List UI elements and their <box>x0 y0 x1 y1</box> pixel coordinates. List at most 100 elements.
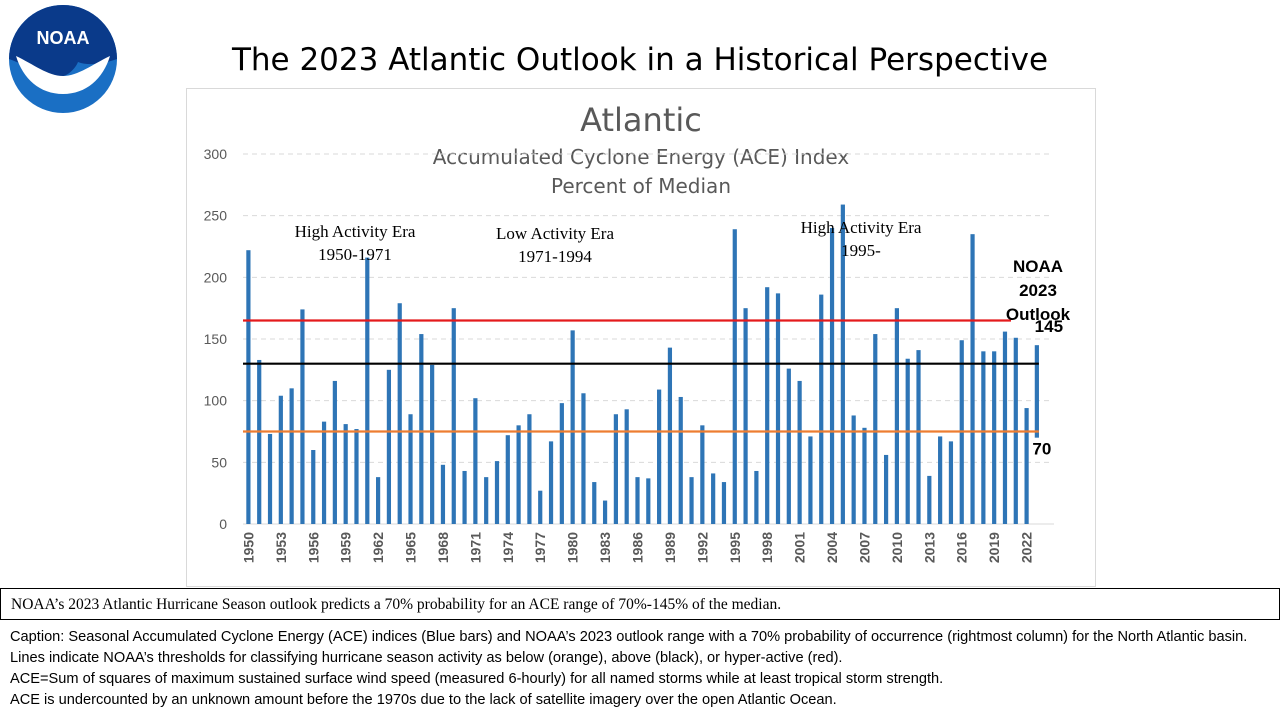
ace-bar <box>700 425 705 524</box>
ace-bar <box>527 414 532 524</box>
ace-bar <box>992 351 997 524</box>
era-label-3-line1: High Activity Era <box>801 218 922 237</box>
ace-bar <box>257 359 262 524</box>
ace-bar <box>408 414 413 524</box>
ace-bar <box>635 477 640 524</box>
outlook-label-line3: Outlook <box>1006 305 1071 324</box>
ace-bar <box>927 475 932 524</box>
chart-frame: Atlantic Accumulated Cyclone Energy (ACE… <box>186 88 1096 587</box>
era-label-2-line1: Low Activity Era <box>496 224 614 243</box>
ace-bar <box>397 303 402 524</box>
ace-bar <box>365 257 370 524</box>
era-label-1-line1: High Activity Era <box>295 222 416 241</box>
x-tick-label: 1980 <box>565 532 581 563</box>
ace-bar <box>624 409 629 524</box>
chart-subtitle-2: Percent of Median <box>551 174 731 198</box>
x-tick-label: 1992 <box>694 532 710 563</box>
y-tick-label: 200 <box>204 269 228 285</box>
ace-bar <box>894 308 899 524</box>
slide-title: The 2023 Atlantic Outlook in a Historica… <box>231 42 1049 78</box>
ace-bar <box>1024 408 1029 524</box>
ace-bar <box>775 293 781 524</box>
caption: Caption: Seasonal Accumulated Cyclone En… <box>10 627 1272 711</box>
x-tick-label: 1986 <box>630 532 646 563</box>
ace-bar <box>289 388 294 524</box>
ace-bar <box>613 414 618 524</box>
ace-chart: Atlantic Accumulated Cyclone Energy (ACE… <box>204 101 1071 563</box>
ace-bar <box>592 482 597 524</box>
x-tick-label: 1971 <box>467 532 483 563</box>
outlook-low-label: 70 <box>1032 440 1051 459</box>
era-label-1-line2: 1950-1971 <box>318 245 392 264</box>
ace-bar <box>721 482 727 524</box>
ace-bar <box>462 470 467 524</box>
ace-bar <box>354 429 359 524</box>
y-tick-label: 150 <box>204 331 228 347</box>
caption-line-1: Caption: Seasonal Accumulated Cyclone En… <box>10 629 1248 666</box>
ace-bar <box>851 415 856 524</box>
caption-line-3: ACE is undercounted by an unknown amount… <box>10 692 837 708</box>
x-tick-label: 1995 <box>727 532 743 563</box>
outlook-label-line1: NOAA <box>1013 257 1063 276</box>
ace-bar <box>948 441 954 524</box>
ace-bar <box>689 477 694 524</box>
ace-bar <box>559 403 564 524</box>
ace-bar <box>873 334 878 524</box>
x-tick-label: 2019 <box>986 532 1002 563</box>
ace-bar <box>538 490 543 524</box>
x-tick-label: 1989 <box>662 532 678 563</box>
ace-bar <box>916 350 921 524</box>
ace-bar <box>786 368 791 524</box>
ace-bar <box>981 351 986 524</box>
ace-bar <box>1002 331 1008 524</box>
x-tick-label: 1977 <box>532 532 548 563</box>
ace-bar <box>440 464 446 524</box>
chart-subtitle-1: Accumulated Cyclone Energy (ACE) Index <box>433 145 850 169</box>
x-tick-label: 1968 <box>435 532 451 563</box>
ace-bar <box>765 287 770 524</box>
ace-bar <box>711 473 716 524</box>
ace-bar <box>484 477 489 524</box>
x-tick-label: 1950 <box>240 532 256 563</box>
ace-bar <box>667 347 673 524</box>
x-tick-label: 1962 <box>370 532 386 563</box>
y-tick-label: 50 <box>211 454 227 470</box>
ace-bar <box>494 461 500 524</box>
x-tick-label: 2007 <box>856 532 872 563</box>
x-tick-label: 2010 <box>889 532 905 563</box>
outlook-range-bar <box>1034 345 1039 438</box>
y-tick-label: 0 <box>219 516 227 532</box>
ace-bar <box>419 334 424 524</box>
ace-bar <box>862 427 867 524</box>
ace-bar <box>602 500 608 524</box>
ace-bar <box>332 380 337 524</box>
x-tick-label: 1998 <box>759 532 775 563</box>
ace-bar <box>970 234 975 524</box>
era-label-2-line2: 1971-1994 <box>518 247 592 266</box>
ace-bar <box>548 441 554 524</box>
caption-line-2: ACE=Sum of squares of maximum sustained … <box>10 671 944 687</box>
x-tick-label: 2001 <box>792 532 808 563</box>
ace-bar <box>278 395 283 524</box>
x-tick-label: 2004 <box>824 532 840 563</box>
chart-title: Atlantic <box>580 101 702 139</box>
ace-bar <box>246 250 251 524</box>
ace-bar <box>430 364 435 524</box>
logo-text: NOAA <box>37 28 90 48</box>
ace-bar <box>321 421 327 524</box>
ace-bar <box>386 369 392 524</box>
y-tick-label: 250 <box>204 208 228 224</box>
ace-bar <box>646 478 651 524</box>
outlook-high-label: 145 <box>1035 317 1063 336</box>
outlook-label-line2: 2023 <box>1019 281 1057 300</box>
ace-bar <box>505 435 510 524</box>
era-label-3-line2: 1995- <box>841 241 881 260</box>
noaa-logo: NOAA <box>8 4 118 114</box>
x-tick-label: 2022 <box>1019 532 1035 563</box>
ace-bar <box>300 309 305 524</box>
ace-bar <box>938 436 943 524</box>
x-tick-label: 1959 <box>338 532 354 563</box>
ace-bar <box>754 470 759 524</box>
x-tick-label: 2013 <box>921 532 937 563</box>
ace-bar <box>581 393 586 524</box>
